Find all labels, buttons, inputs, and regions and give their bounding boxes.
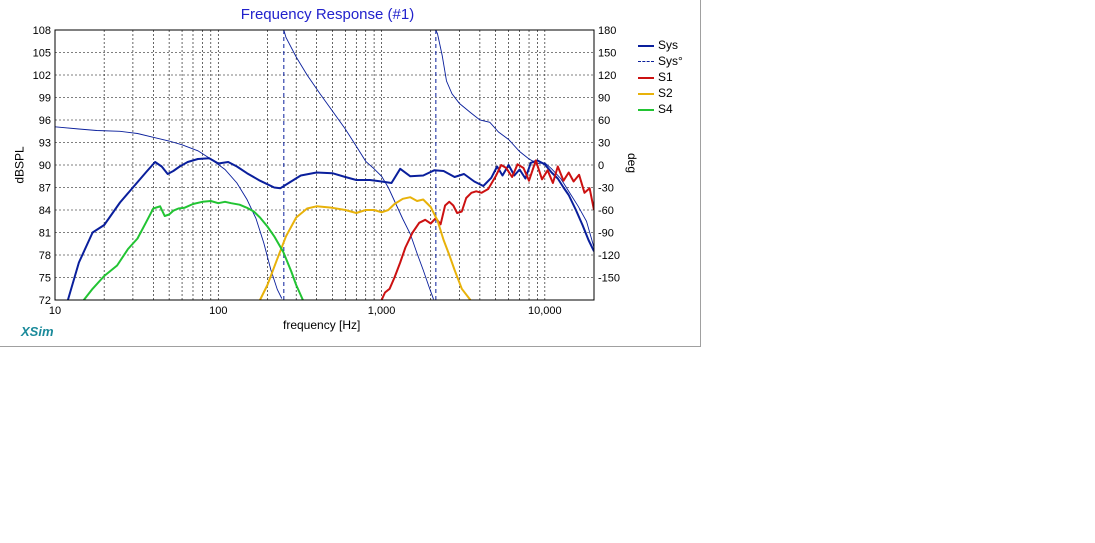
y-tick-label: 102	[33, 70, 51, 82]
y2-tick-label: 90	[598, 93, 610, 105]
y2-tick-label: -60	[598, 205, 614, 217]
plot-frame	[54, 29, 595, 301]
y-tick-label: 72	[39, 295, 51, 307]
y2-axis-label: deg	[625, 152, 640, 174]
y-tick-label: 99	[39, 93, 51, 105]
x-axis-label: frequency [Hz]	[283, 318, 361, 332]
legend-label: Sys	[658, 38, 679, 52]
y2-tick-label: 30	[598, 138, 610, 150]
series-line-sysphase	[55, 126, 283, 299]
y2-tick-label: 150	[598, 48, 616, 60]
y-tick-label: 90	[39, 160, 51, 172]
grid	[55, 30, 594, 300]
series-line-s1	[380, 159, 594, 300]
chart-canvas: 10 100 1,000 10,000 72 75 78 81 84 87 90 93 96 99 102 1…	[33, 25, 620, 317]
legend-swatch	[638, 93, 654, 95]
legend-swatch	[638, 77, 654, 79]
y-tick-label: 75	[39, 273, 51, 285]
chart-title: Frequency Response (#1)	[240, 6, 415, 23]
x-tick-label: 10	[49, 305, 61, 317]
app-brand: XSim	[21, 324, 54, 339]
x-tick-label: 100	[209, 305, 227, 317]
y-tick-label: 78	[39, 250, 51, 262]
series-line-sysphase	[435, 30, 594, 248]
y-tick-label: 96	[39, 115, 51, 127]
series-line-s2	[259, 196, 472, 300]
tick-labels: 10 100 1,000 10,000 72 75 78 81 84 87 90 93 96 99 102 1…	[33, 25, 620, 317]
y-tick-label: 84	[39, 205, 51, 217]
y-tick-label: 93	[39, 138, 51, 150]
legend-label: S2	[658, 86, 673, 100]
y-axis-label: dBSPL	[12, 146, 27, 184]
y2-tick-label: -120	[598, 250, 620, 262]
plot-series	[55, 30, 594, 300]
y2-tick-label: 60	[598, 115, 610, 127]
legend-label: S1	[658, 70, 673, 84]
x-tick-label: 1,000	[368, 305, 396, 317]
legend-swatch	[638, 61, 654, 62]
y2-tick-label: -150	[598, 273, 620, 285]
series-line-sys	[66, 157, 594, 300]
chart-panel: 10 100 1,000 10,000 72 75 78 81 84 87 90 93 96 99 102 1…	[0, 0, 701, 347]
y-tick-label: 81	[39, 228, 51, 240]
legend-label: S4	[658, 102, 673, 116]
y-tick-label: 87	[39, 183, 51, 195]
legend-swatch	[638, 45, 654, 47]
y2-tick-label: 120	[598, 70, 616, 82]
y2-tick-label: 180	[598, 25, 616, 37]
y2-tick-label: -30	[598, 183, 614, 195]
series-line-sysphase	[283, 30, 434, 300]
y-tick-label: 105	[33, 48, 51, 60]
legend-label: Sys°	[658, 54, 683, 68]
series-line-s4	[83, 200, 304, 300]
y2-tick-label: -90	[598, 228, 614, 240]
legend-swatch	[638, 109, 654, 111]
y2-tick-label: 0	[598, 160, 604, 172]
y-tick-label: 108	[33, 25, 51, 37]
x-tick-label: 10,000	[528, 305, 562, 317]
